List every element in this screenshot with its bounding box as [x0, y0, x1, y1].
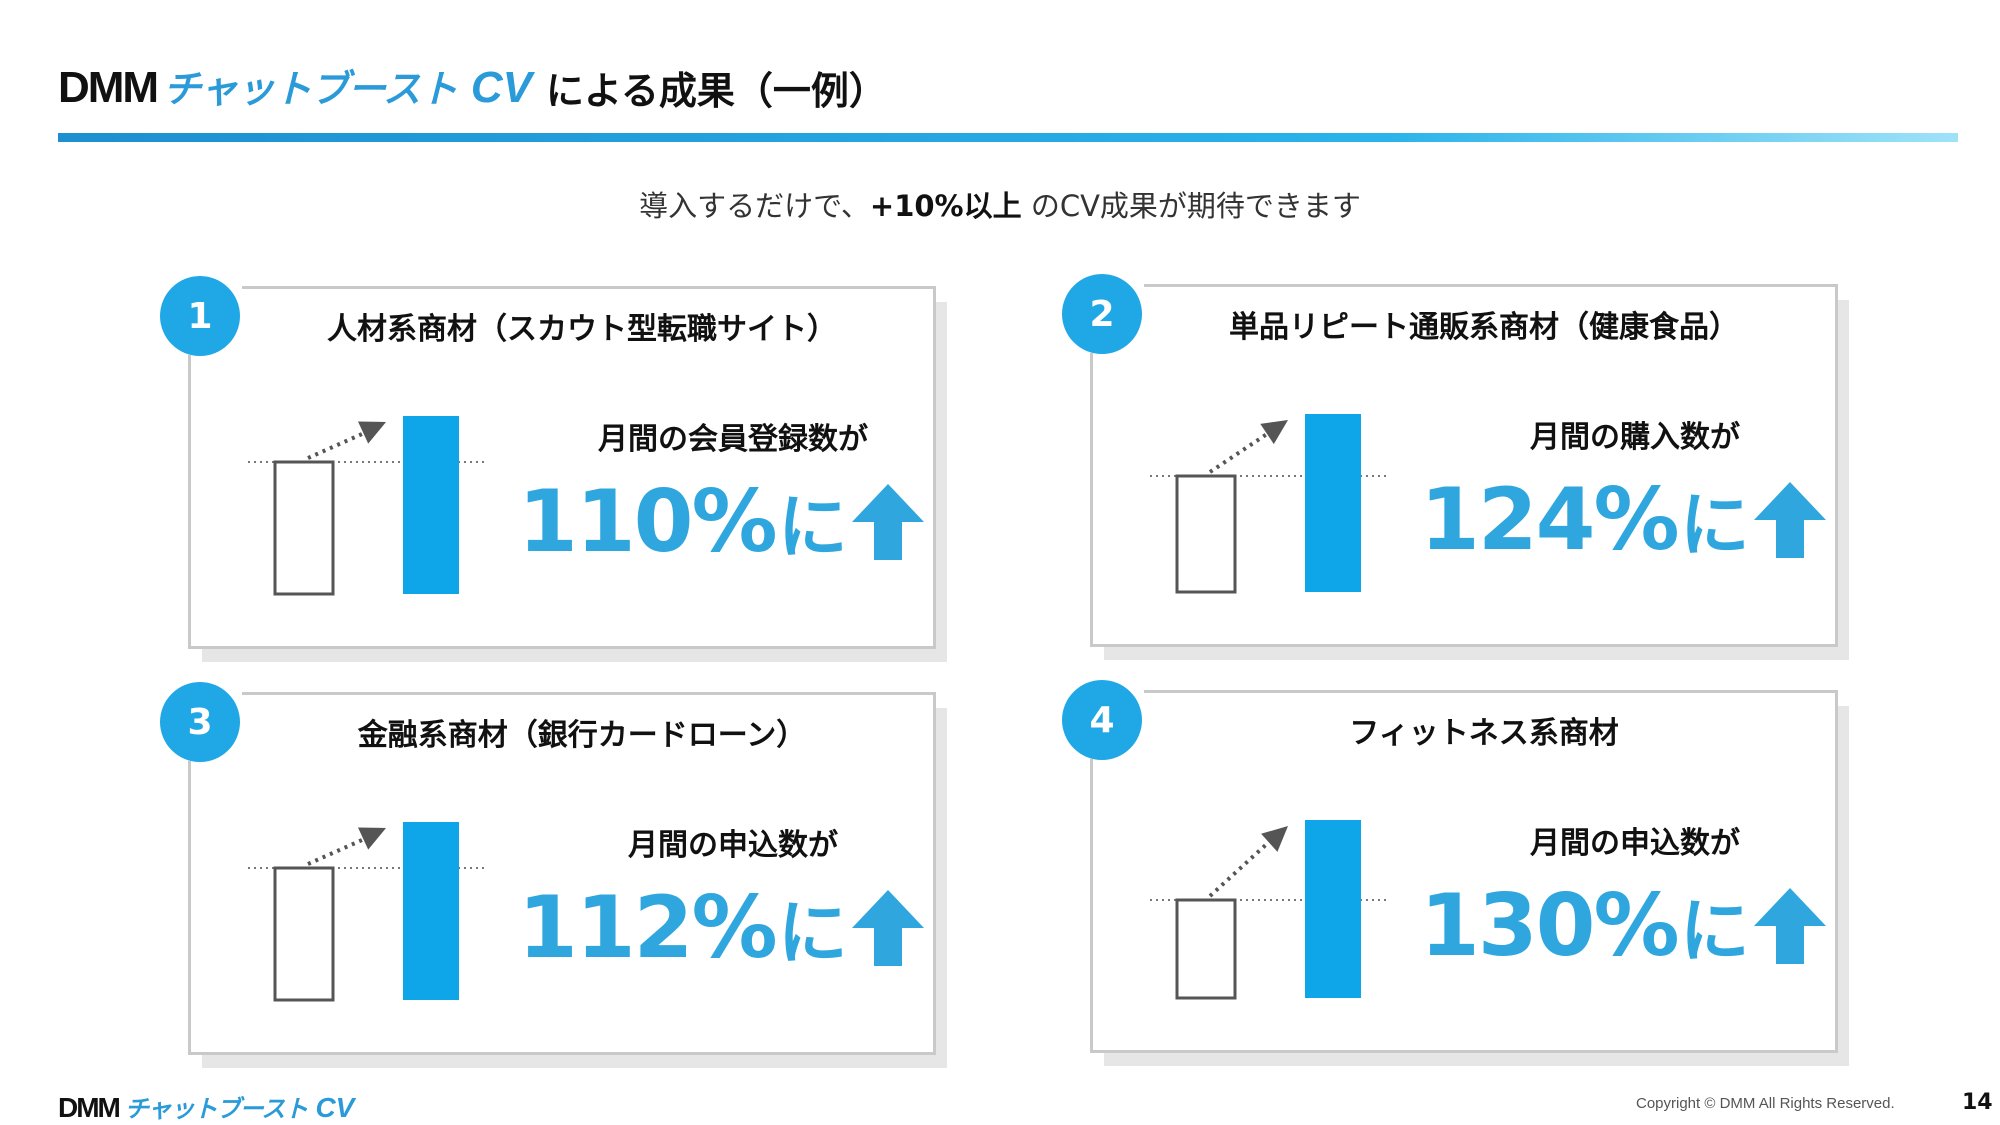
before-bar — [273, 866, 335, 1002]
result-percentage: 110% — [518, 471, 778, 572]
card-metric-label: 月間の申込数が — [628, 828, 838, 863]
card-title: 人材系商材（スカウト型転職サイト） — [327, 312, 837, 347]
comparison-chart — [1150, 820, 1390, 1000]
card-result: 124% に — [1420, 469, 1828, 570]
comparison-chart — [248, 822, 488, 1002]
card-title: 金融系商材（銀行カードローン） — [357, 718, 807, 753]
result-suffix: に — [777, 892, 848, 974]
logo-brand: DMM — [58, 63, 159, 112]
comparison-chart — [248, 416, 488, 596]
subtitle-lead: 導入するだけで、 — [639, 189, 870, 223]
copyright-text: Copyright © DMM All Rights Reserved. — [1636, 1095, 1895, 1112]
logo-suffix: CV — [315, 1092, 355, 1123]
card-metric-label: 月間の申込数が — [1530, 826, 1740, 861]
card-title: フィットネス系商材 — [1349, 716, 1619, 751]
logo-product: チャットブースト — [163, 67, 458, 111]
card-result: 110% に — [518, 471, 926, 572]
card-number-badge: 1 — [160, 276, 240, 356]
page-subtitle: 導入するだけで、+10%以上 のCV成果が期待できます — [0, 183, 2000, 225]
arrow-up-icon — [1753, 481, 1826, 558]
result-suffix: に — [777, 486, 848, 568]
result-card-1: 1 人材系商材（スカウト型転職サイト） 月間の会員登録数が 110% に — [160, 276, 947, 662]
arrow-up-icon — [851, 483, 924, 560]
card-number-badge: 2 — [1062, 274, 1142, 354]
card-number-badge: 3 — [160, 682, 240, 762]
header-logo: DMM チャットブースト CV — [58, 58, 532, 113]
result-card-3: 3 金融系商材（銀行カードローン） 月間の申込数が 112% に — [160, 682, 947, 1068]
trend-arrow-head — [1260, 420, 1288, 445]
before-bar — [1175, 474, 1237, 594]
title-divider — [58, 133, 1958, 142]
result-card-4: 4 フィットネス系商材 月間の申込数が 130% に — [1062, 680, 1849, 1066]
card-result: 112% に — [518, 877, 926, 978]
result-percentage: 112% — [518, 877, 778, 978]
after-bar — [1305, 414, 1361, 592]
result-suffix: に — [1679, 890, 1750, 972]
arrow-up-icon — [851, 889, 924, 966]
logo-brand: DMM — [58, 1092, 121, 1123]
trend-arrow-head — [358, 421, 386, 444]
result-card-2: 2 単品リピート通販系商材（健康食品） 月間の購入数が 124% に — [1062, 274, 1849, 660]
trend-arrow-head — [1261, 826, 1288, 852]
page-title: による成果（一例） — [546, 69, 887, 113]
before-bar — [1175, 898, 1237, 1000]
card-metric-label: 月間の会員登録数が — [598, 422, 868, 457]
after-bar — [403, 416, 459, 594]
trend-arrow-head — [358, 827, 386, 850]
result-suffix: に — [1679, 484, 1750, 566]
logo-suffix: CV — [470, 63, 532, 112]
footer-logo: DMM チャットブースト CV — [58, 1089, 354, 1124]
card-number-badge: 4 — [1062, 680, 1142, 760]
result-percentage: 124% — [1420, 469, 1680, 570]
result-percentage: 130% — [1420, 875, 1680, 976]
before-bar — [273, 460, 335, 596]
arrow-up-icon — [1753, 887, 1826, 964]
card-title: 単品リピート通販系商材（健康食品） — [1229, 310, 1739, 345]
after-bar — [403, 822, 459, 1000]
after-bar — [1305, 820, 1361, 998]
logo-product: チャットブースト — [124, 1095, 309, 1123]
subtitle-tail: のCV成果が期待できます — [1021, 189, 1361, 223]
subtitle-emphasis: +10%以上 — [869, 189, 1022, 223]
card-metric-label: 月間の購入数が — [1530, 420, 1740, 455]
card-result: 130% に — [1420, 875, 1828, 976]
comparison-chart — [1150, 414, 1390, 594]
page-number: 14 — [1962, 1090, 1993, 1115]
